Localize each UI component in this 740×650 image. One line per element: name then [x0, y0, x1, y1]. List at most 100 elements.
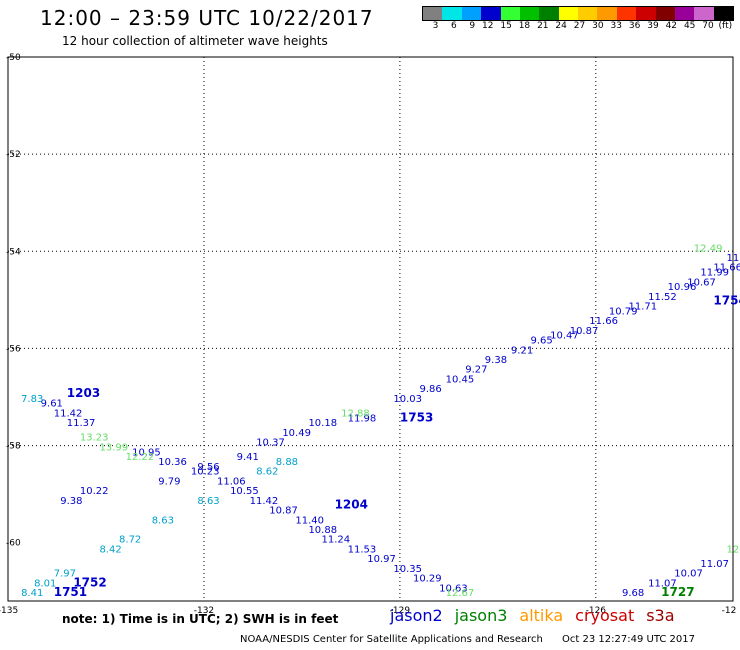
swh-value: 9.38: [485, 355, 507, 366]
swh-value: 11.24: [322, 535, 351, 546]
legend-swatch: [481, 7, 501, 20]
pass-label-1727: 1727: [661, 585, 694, 599]
pass-label-1751: 1751: [54, 585, 87, 599]
swh-value: 9.56: [197, 462, 219, 473]
lat-tick-label: -56: [6, 344, 21, 354]
legend-label: 42: [665, 21, 678, 31]
lon-tick-label: -135: [0, 606, 18, 616]
notes-text: note: 1) Time is in UTC; 2) SWH is in fe…: [62, 612, 339, 626]
swh-value: 10.03: [393, 394, 422, 405]
swh-value: 11.42: [54, 408, 83, 419]
swh-value: 12.88: [341, 408, 370, 419]
legend-swatch: [674, 7, 695, 20]
swh-value: 13.23: [80, 433, 109, 444]
lon-tick-label: -12: [722, 606, 737, 616]
swh-value: 11.07: [648, 578, 677, 589]
legend-label: 27: [573, 21, 586, 31]
swh-value: 11.07: [700, 559, 729, 570]
legend-label: 24: [555, 21, 567, 31]
swh-value: 12.02: [726, 544, 740, 555]
legend-swatch: [461, 7, 482, 20]
footer-timestamp: Oct 23 12:27:49 UTC 2017: [562, 634, 695, 645]
swh-value: 8.63: [197, 496, 219, 507]
swh-value: 10.88: [308, 525, 337, 536]
swh-value: 10.55: [230, 486, 259, 497]
swh-value: 10.45: [446, 374, 475, 385]
swh-value: 11.71: [628, 302, 657, 313]
legend-swatch: [519, 7, 540, 20]
legend-label: 6: [450, 21, 457, 31]
swh-value: 10.35: [393, 564, 422, 575]
swh-value: 9.38: [60, 496, 82, 507]
legend-label: 9: [469, 21, 476, 31]
pass-time-labels: 120312041753175417551752175117271728: [54, 294, 740, 599]
swh-value: 11.52: [648, 292, 677, 303]
swh-value: 12.22: [126, 452, 155, 463]
legend-label: 12: [481, 21, 494, 31]
swh-value: 11.99: [700, 268, 729, 279]
legend-swatch: [655, 7, 675, 20]
axis-tick-labels: -135-132-129-126-123-12-50-52-54-56-58-6…: [0, 53, 737, 616]
swh-value: 10.29: [413, 574, 442, 585]
swh-value: 10.37: [256, 438, 285, 449]
pass-label-1754: 1754: [713, 294, 740, 308]
lon-tick-label: -129: [390, 606, 411, 616]
lon-tick-label: -132: [194, 606, 214, 616]
legend-label: 3: [432, 21, 439, 31]
swh-value: 9.61: [41, 399, 63, 410]
legend-label: 45: [683, 21, 696, 31]
swh-value: 12.67: [446, 588, 475, 599]
pass-label-1753: 1753: [400, 410, 433, 424]
lat-tick-label: -60: [6, 539, 21, 549]
legend-label: 36: [628, 21, 641, 31]
swh-value: 10.63: [439, 583, 468, 594]
legend-swatch: [500, 7, 520, 20]
swh-value: 11.40: [295, 515, 324, 526]
satellite-legend: jason2 jason3 altika cryosat s3a: [390, 606, 687, 625]
footer: NOAA/NESDIS Center for Satellite Applica…: [240, 634, 695, 645]
legend-labels: 3 6 9 12 15 18 21 24 27 30 33 36 39 42 45 70 (ft): [422, 21, 734, 35]
swh-value: 8.42: [99, 544, 121, 555]
legend-swatch: [442, 7, 462, 20]
legend-label: 39: [647, 21, 659, 31]
lat-tick-label: -54: [6, 247, 21, 257]
swh-value: 11.53: [348, 544, 377, 555]
legend-label: 30: [592, 21, 604, 31]
legend-label: 21: [537, 21, 549, 31]
swh-value: 9.79: [158, 476, 180, 487]
swh-value: 7.97: [54, 569, 76, 580]
map-subtitle: 12 hour collection of altimeter wave hei…: [62, 34, 328, 48]
pass-label-1752: 1752: [73, 575, 106, 589]
lon-tick-label: -126: [586, 606, 607, 616]
pass-label-1203: 1203: [67, 386, 100, 400]
swh-value: 10.07: [674, 569, 703, 580]
swh-value: 11.66: [713, 263, 740, 274]
swh-value: 7.83: [21, 394, 43, 405]
swh-value: 10.87: [570, 326, 599, 337]
swh-value: 8.41: [21, 588, 43, 599]
satellite-altika: altika: [519, 606, 564, 625]
legend-swatch: [713, 7, 733, 20]
swh-value: 11.66: [589, 316, 618, 327]
legend-swatch: [423, 7, 443, 20]
swh-value: 9.21: [511, 345, 533, 356]
swh-value: 11.06: [217, 476, 246, 487]
satellite-cryosat: cryosat: [575, 606, 635, 625]
lat-lon-grid: [7, 56, 734, 602]
swh-value: 10.22: [80, 486, 109, 497]
map-frame: [7, 56, 734, 602]
lat-tick-label: -52: [6, 150, 21, 160]
legend-swatch: [578, 7, 598, 20]
lat-tick-label: -50: [6, 53, 21, 63]
satellite-jason3: jason3: [454, 606, 508, 625]
swh-value: 8.88: [276, 457, 298, 468]
swh-value: 10.87: [269, 506, 298, 517]
pass-label-1204: 1204: [335, 498, 368, 512]
swh-value: 11.16: [726, 253, 740, 264]
swh-value: 10.36: [158, 457, 187, 468]
legend-swatch: [539, 7, 559, 20]
swh-value: 8.62: [256, 467, 278, 478]
swh-value: 10.95: [132, 447, 161, 458]
